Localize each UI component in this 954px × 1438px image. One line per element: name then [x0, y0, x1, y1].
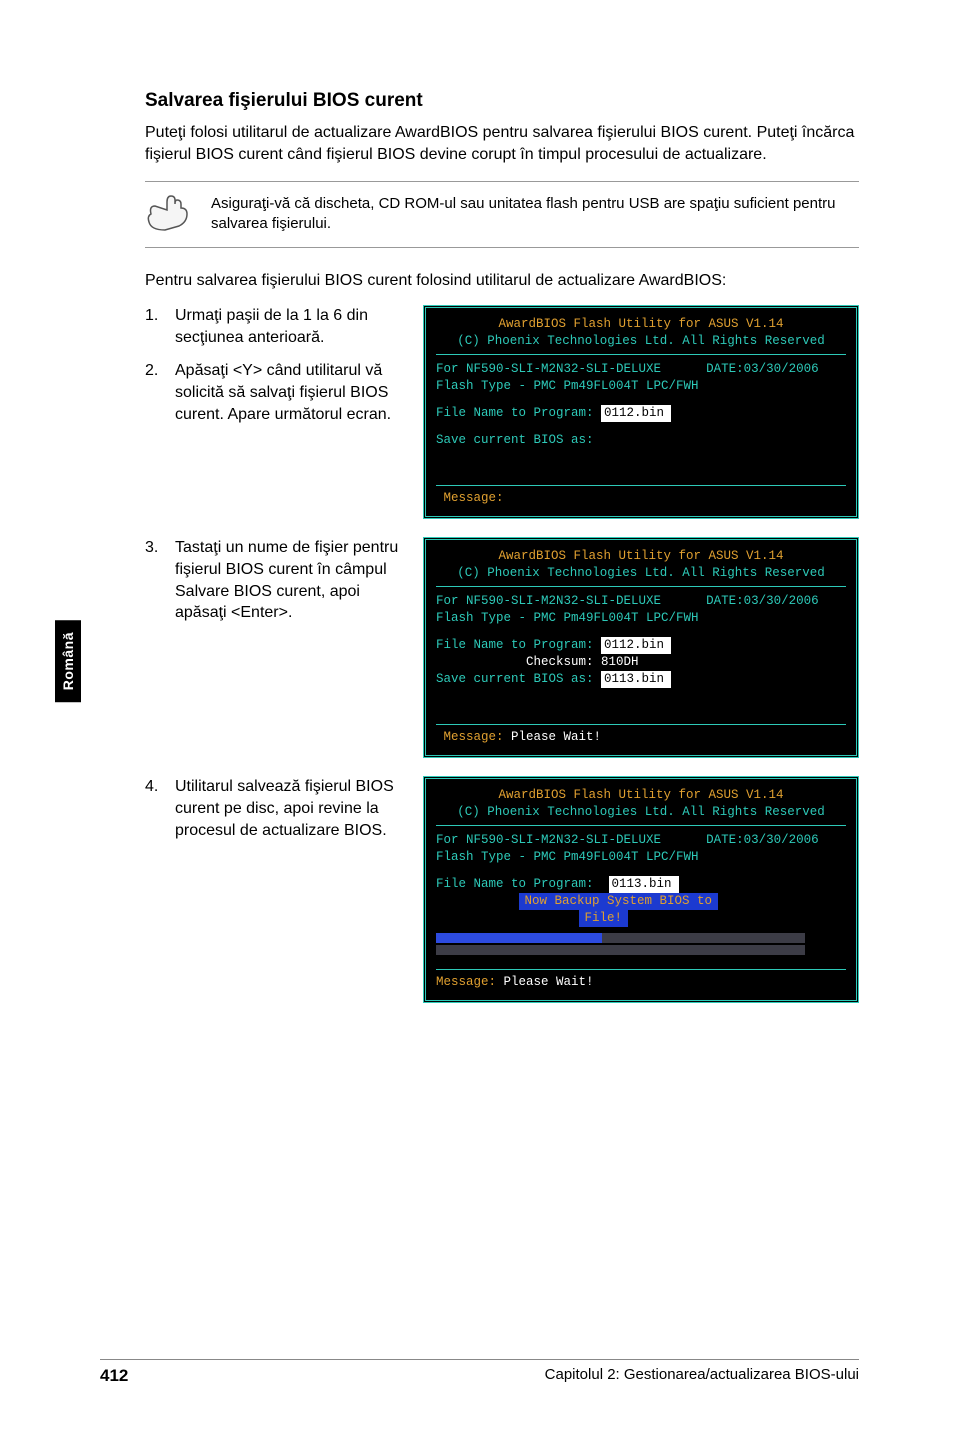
step-row-1: 1.Urmaţi paşii de la 1 la 6 din secţiune…	[145, 305, 859, 519]
note-text: Asiguraţi-vă că discheta, CD ROM-ul sau …	[211, 194, 859, 235]
page-number: 412	[100, 1366, 128, 1386]
step-2: 2.Apăsaţi <Y> când utilitarul vă solicit…	[145, 360, 405, 425]
step-4: 4.Utilitarul salvează fişierul BIOS cure…	[145, 776, 405, 841]
step-row-2: 3.Tastaţi un nume de fişier pentru fişie…	[145, 537, 859, 758]
hand-note-icon	[145, 194, 193, 234]
language-tab: Română	[55, 620, 81, 702]
step-1: 1.Urmaţi paşii de la 1 la 6 din secţiune…	[145, 305, 405, 348]
intro-paragraph: Puteţi folosi utilitarul de actualizare …	[145, 122, 859, 165]
section-heading: Salvarea fişierului BIOS curent	[145, 90, 859, 112]
chapter-title: Capitolul 2: Gestionarea/actualizarea BI…	[545, 1366, 859, 1386]
terminal-screenshot-2: AwardBIOS Flash Utility for ASUS V1.14 (…	[423, 537, 859, 758]
page-content: Salvarea fişierului BIOS curent Puteţi f…	[0, 0, 954, 1003]
terminal-screenshot-3: AwardBIOS Flash Utility for ASUS V1.14 (…	[423, 776, 859, 1003]
page-footer: 412 Capitolul 2: Gestionarea/actualizare…	[100, 1359, 859, 1386]
terminal-screenshot-1: AwardBIOS Flash Utility for ASUS V1.14 (…	[423, 305, 859, 519]
lead-paragraph: Pentru salvarea fişierului BIOS curent f…	[145, 270, 859, 292]
step-3: 3.Tastaţi un nume de fişier pentru fişie…	[145, 537, 405, 623]
note-block: Asiguraţi-vă că discheta, CD ROM-ul sau …	[145, 181, 859, 248]
step-row-3: 4.Utilitarul salvează fişierul BIOS cure…	[145, 776, 859, 1003]
